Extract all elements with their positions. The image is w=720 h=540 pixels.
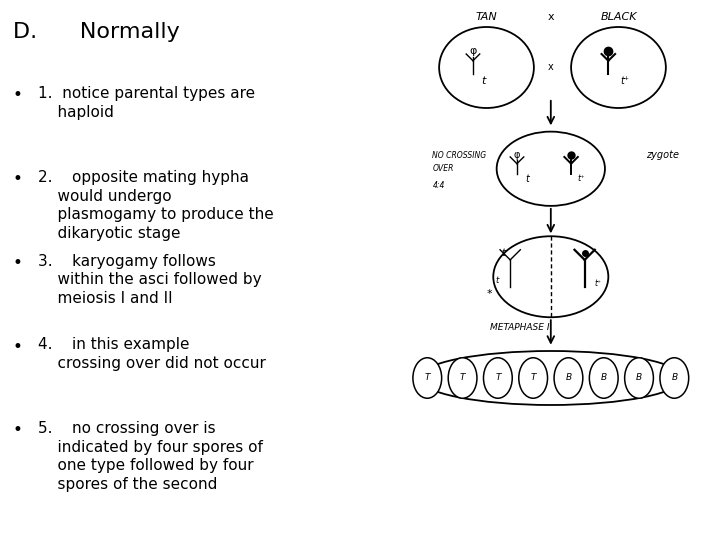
Ellipse shape xyxy=(413,357,441,399)
Text: T: T xyxy=(425,374,430,382)
Ellipse shape xyxy=(590,357,618,399)
Text: METAPHASE I: METAPHASE I xyxy=(490,323,549,332)
Text: B: B xyxy=(565,374,572,382)
Text: x: x xyxy=(548,63,554,72)
Text: •: • xyxy=(12,254,22,272)
Text: B: B xyxy=(671,374,678,382)
Text: •: • xyxy=(12,421,22,439)
Text: 4:4: 4:4 xyxy=(432,181,445,190)
Text: T: T xyxy=(460,374,465,382)
Text: zygote: zygote xyxy=(646,150,678,160)
Ellipse shape xyxy=(448,357,477,399)
Text: x: x xyxy=(547,12,554,22)
Text: t: t xyxy=(481,76,485,86)
Text: *: * xyxy=(487,288,492,299)
Text: 5.    no crossing over is
    indicated by four spores of
    one type followed : 5. no crossing over is indicated by four… xyxy=(37,421,263,492)
Ellipse shape xyxy=(419,351,683,405)
Text: 3.    karyogamy follows
    within the asci followed by
    meiosis I and II: 3. karyogamy follows within the asci fol… xyxy=(37,254,261,306)
Ellipse shape xyxy=(554,357,582,399)
Text: 1.  notice parental types are
    haploid: 1. notice parental types are haploid xyxy=(37,86,255,120)
Text: •: • xyxy=(12,86,22,104)
Text: TAN: TAN xyxy=(476,12,498,22)
Text: T: T xyxy=(495,374,500,382)
Text: OVER: OVER xyxy=(432,164,454,173)
Ellipse shape xyxy=(439,27,534,108)
Ellipse shape xyxy=(493,237,608,317)
Ellipse shape xyxy=(519,357,547,399)
Text: •: • xyxy=(12,338,22,355)
Text: t: t xyxy=(502,248,505,258)
Text: t⁺: t⁺ xyxy=(577,174,585,184)
Ellipse shape xyxy=(484,357,512,399)
Ellipse shape xyxy=(660,357,689,399)
Ellipse shape xyxy=(625,357,654,399)
Text: t: t xyxy=(495,275,498,285)
Text: B: B xyxy=(600,374,607,382)
Text: BLACK: BLACK xyxy=(600,12,636,22)
Text: 4.    in this example
    crossing over did not occur: 4. in this example crossing over did not… xyxy=(37,338,266,371)
Text: NO CROSSING: NO CROSSING xyxy=(432,151,487,160)
Text: B: B xyxy=(636,374,642,382)
Ellipse shape xyxy=(571,27,666,108)
Text: •: • xyxy=(12,170,22,188)
Ellipse shape xyxy=(497,132,605,206)
Text: t⁺: t⁺ xyxy=(621,76,630,86)
Text: t⁺: t⁺ xyxy=(595,279,602,288)
Text: t: t xyxy=(525,174,529,184)
Text: φ: φ xyxy=(469,45,477,56)
Text: φ: φ xyxy=(513,150,521,160)
Text: D.      Normally: D. Normally xyxy=(12,22,179,42)
Text: 2.    opposite mating hypha
    would undergo
    plasmogamy to produce the
    : 2. opposite mating hypha would undergo p… xyxy=(37,170,274,241)
Text: T: T xyxy=(531,374,536,382)
